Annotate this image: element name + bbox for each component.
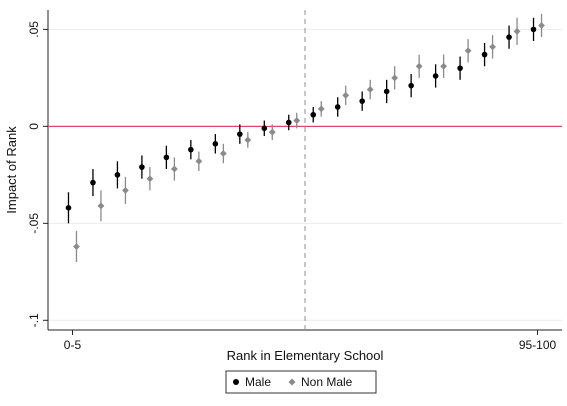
non-male-point-10 <box>293 117 301 124</box>
non-male-point-9 <box>268 128 276 136</box>
y-axis-label: Impact of Rank <box>4 126 19 214</box>
male-point-18 <box>481 51 488 58</box>
male-point-2 <box>90 179 96 186</box>
x-tick-label-1: 95-100 <box>519 338 557 352</box>
legend-label-male: Male <box>245 375 271 389</box>
male-point-7 <box>212 141 219 147</box>
legend-label-non-male: Non Male <box>301 375 353 389</box>
male-point-3 <box>114 172 121 178</box>
male-point-13 <box>359 98 365 104</box>
non-male-point-19 <box>513 27 521 35</box>
non-male-point-1 <box>73 243 80 251</box>
male-point-14 <box>383 88 390 95</box>
legend: Male Non Male <box>225 370 377 394</box>
x-axis-label: Rank in Elementary School <box>227 348 384 363</box>
legend-items: Male Non Male <box>233 375 353 389</box>
male-point-15 <box>408 82 414 89</box>
y-tick-label-0: .05 <box>27 21 41 38</box>
non-male-point-7 <box>219 150 227 157</box>
male-point-9 <box>261 125 268 132</box>
non-male-point-14 <box>391 74 399 82</box>
y-tick-label-1: 0 <box>27 123 41 130</box>
male-point-11 <box>310 111 317 118</box>
non-male-point-3 <box>122 186 129 194</box>
non-male-point-17 <box>464 47 472 55</box>
non-male-point-5 <box>170 165 178 173</box>
data-layer <box>65 13 545 263</box>
non-male-point-12 <box>342 91 350 99</box>
male-point-4 <box>139 164 145 170</box>
non-male-point-15 <box>415 62 423 70</box>
male-point-20 <box>530 26 537 33</box>
male-point-19 <box>506 34 512 40</box>
male-point-16 <box>432 73 439 79</box>
male-point-17 <box>457 65 463 71</box>
non-male-point-20 <box>538 22 545 29</box>
male-point-1 <box>65 205 72 211</box>
non-male-point-2 <box>97 202 105 210</box>
legend-marker-non-male <box>288 378 296 386</box>
reference-lines <box>48 10 562 330</box>
non-male-point-13 <box>366 86 374 93</box>
male-point-12 <box>334 104 341 110</box>
male-point-6 <box>188 146 194 153</box>
y-tick-label-2: -.05 <box>27 213 41 234</box>
legend-marker-male <box>233 379 239 385</box>
non-male-point-11 <box>317 105 325 113</box>
non-male-point-16 <box>440 62 448 70</box>
male-point-8 <box>237 131 243 137</box>
y-tick-label-3: -.1 <box>27 313 41 327</box>
non-male-point-6 <box>195 157 203 165</box>
x-tick-label-0: 0-5 <box>64 338 82 352</box>
non-male-point-4 <box>146 175 154 183</box>
male-point-10 <box>285 119 292 126</box>
non-male-point-18 <box>489 43 496 51</box>
non-male-point-8 <box>244 136 252 144</box>
legend-box <box>225 370 377 394</box>
male-point-5 <box>163 154 170 161</box>
